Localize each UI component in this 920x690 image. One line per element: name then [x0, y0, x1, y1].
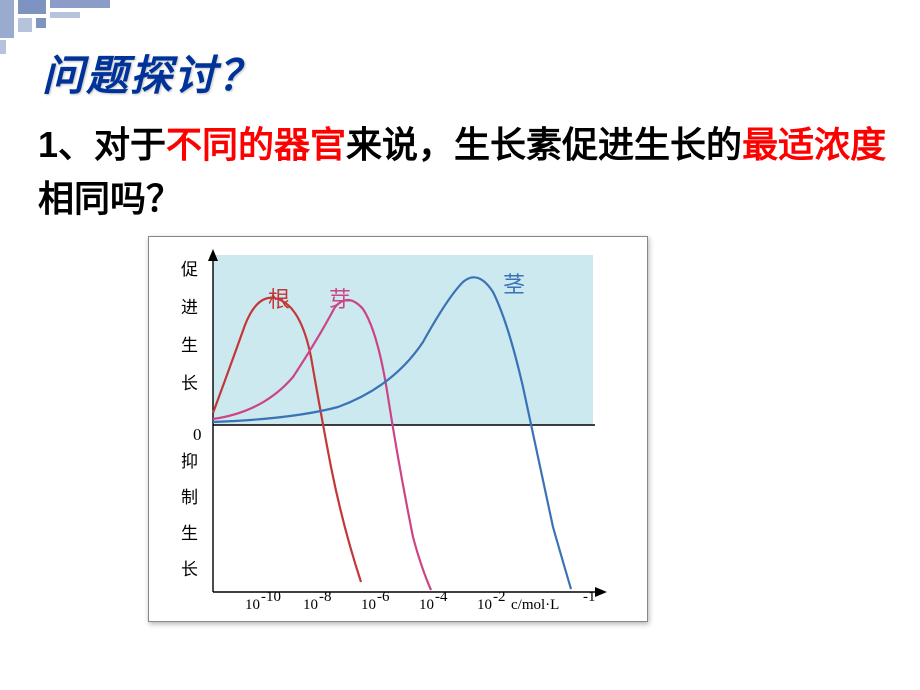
- question-text: 1、对于不同的器官来说，生长素促进生长的最适浓度相同吗？: [38, 118, 890, 226]
- svg-text:制: 制: [181, 488, 198, 507]
- q-prefix: 1、对于: [38, 124, 166, 165]
- svg-text:10: 10: [361, 597, 376, 613]
- svg-text:抑: 抑: [181, 452, 198, 471]
- svg-text:根: 根: [268, 287, 290, 312]
- corner-decoration: [0, 0, 140, 45]
- q-mid: 来说，生长素促进生长的: [346, 124, 742, 165]
- svg-text:10: 10: [419, 597, 434, 613]
- svg-text:-10: -10: [261, 589, 281, 605]
- svg-text:10: 10: [477, 597, 492, 613]
- y-axis-labels: 促进生长0抑制生长: [181, 260, 202, 579]
- svg-text:茎: 茎: [503, 272, 525, 297]
- svg-text:生: 生: [181, 524, 198, 543]
- q-em2: 最适浓度: [742, 124, 886, 165]
- svg-text:10: 10: [303, 597, 318, 613]
- auxin-chart: 促进生长0抑制生长 根芽茎 10-1010-810-610-410-2c/mol…: [148, 236, 648, 622]
- svg-text:c/mol·L: c/mol·L: [511, 597, 559, 613]
- promote-region: [213, 255, 593, 425]
- svg-text:长: 长: [181, 374, 198, 393]
- svg-text:促: 促: [181, 260, 198, 279]
- chart-svg: 促进生长0抑制生长 根芽茎 10-1010-810-610-410-2c/mol…: [163, 247, 633, 613]
- q-suffix: 相同吗？: [38, 178, 182, 219]
- svg-text:-1: -1: [583, 589, 596, 605]
- svg-text:芽: 芽: [329, 287, 351, 312]
- svg-text:-4: -4: [435, 589, 448, 605]
- svg-text:10: 10: [245, 597, 260, 613]
- svg-text:-6: -6: [377, 589, 390, 605]
- svg-text:-2: -2: [493, 589, 506, 605]
- slide-title: 问题探讨？: [42, 42, 262, 103]
- svg-text:进: 进: [181, 298, 198, 317]
- svg-text:-8: -8: [319, 589, 332, 605]
- svg-text:长: 长: [181, 560, 198, 579]
- q-em1: 不同的器官: [166, 124, 346, 165]
- svg-text:生: 生: [181, 336, 198, 355]
- svg-text:0: 0: [193, 425, 202, 444]
